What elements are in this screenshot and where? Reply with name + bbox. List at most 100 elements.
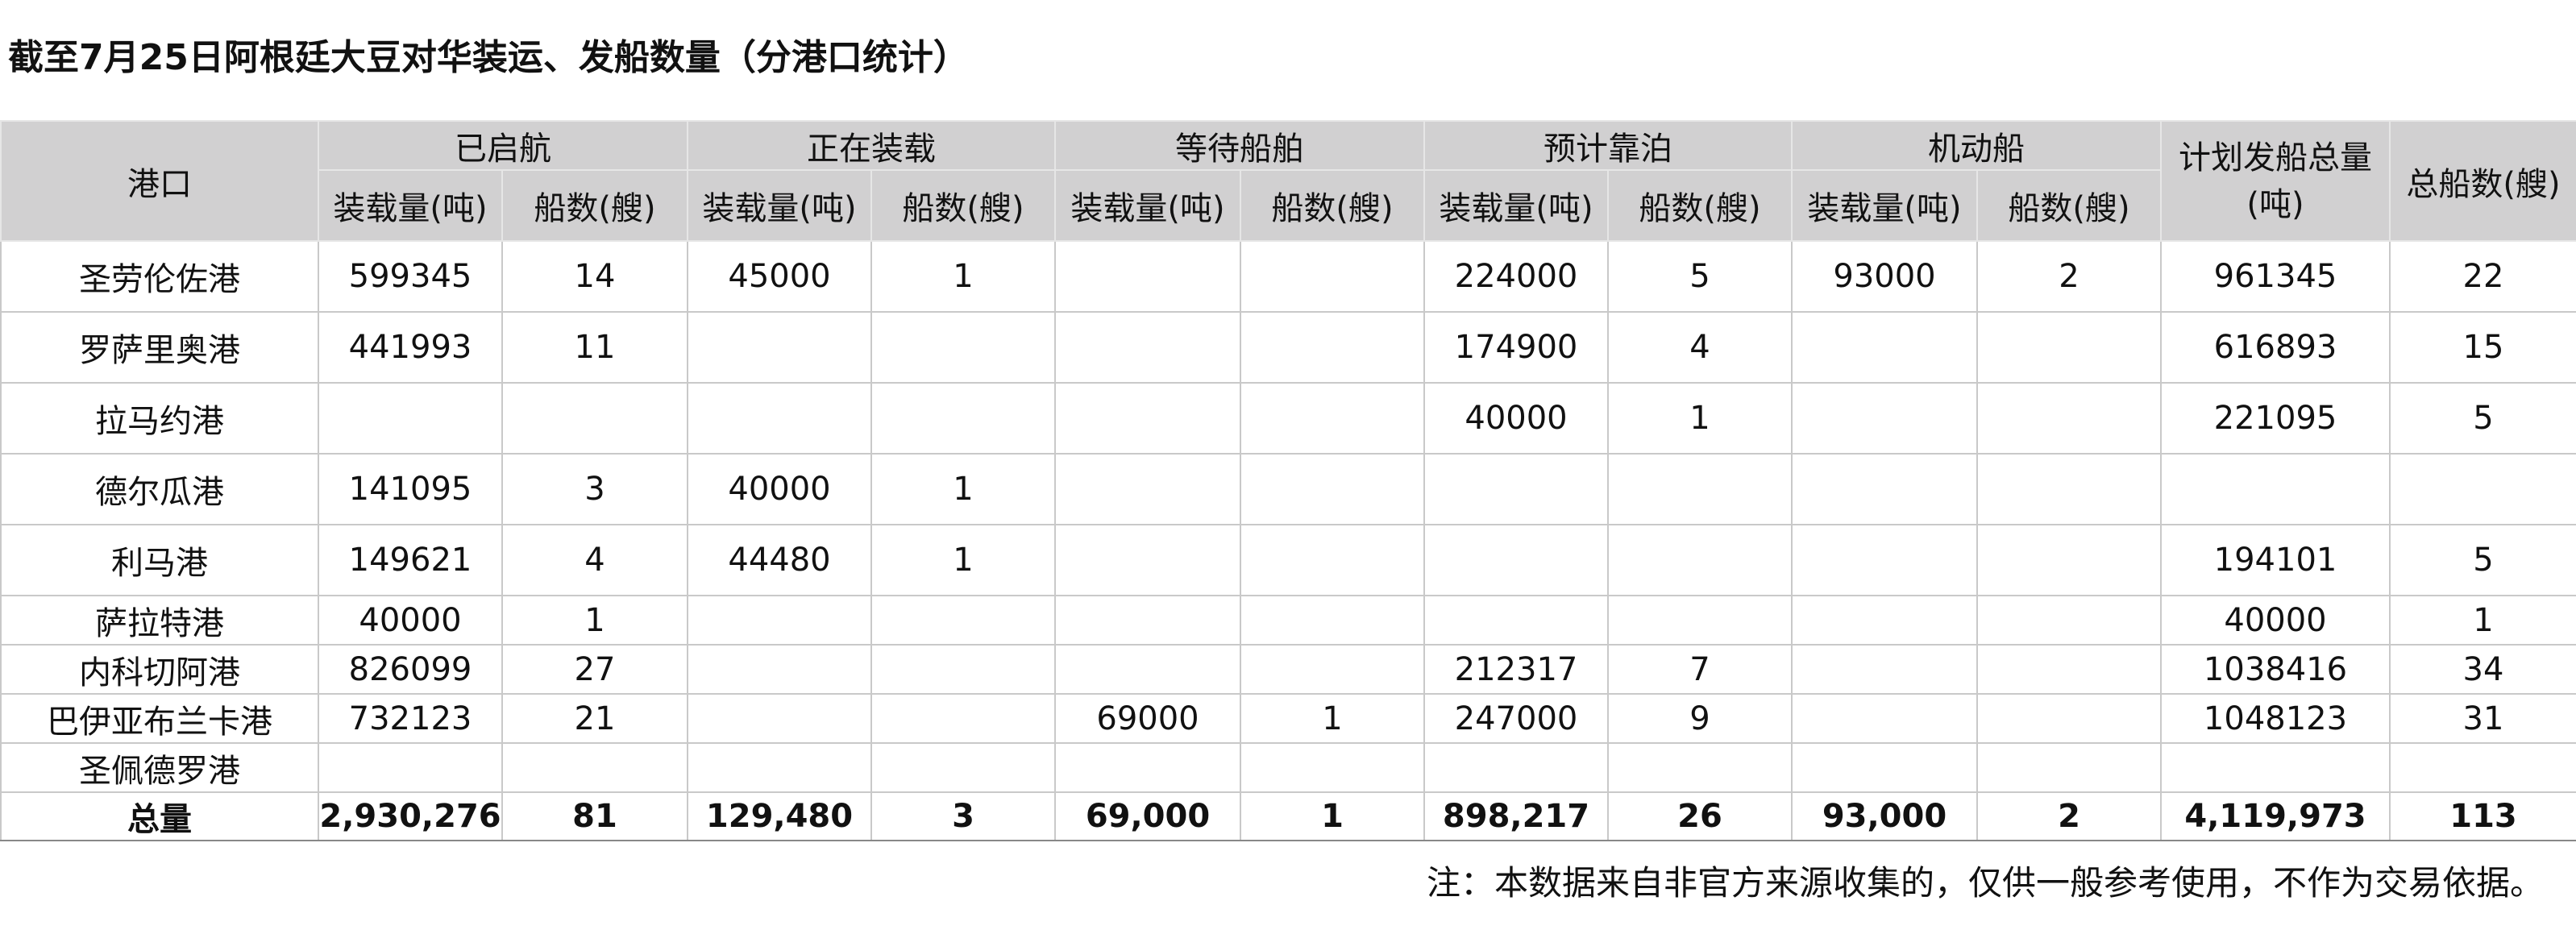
- table-cell: [1976, 644, 2162, 695]
- table-cell: [1054, 453, 1241, 525]
- table-cell: [1240, 311, 1425, 384]
- header-port: 港口: [0, 120, 319, 242]
- shipment-table: 港口 已启航 正在装载 等待船舶 预计靠泊 机动船 计划发船总量(吨) 总船数(…: [0, 120, 2576, 841]
- table-cell: 221095: [2160, 382, 2391, 455]
- header-ships: 船数(艘): [501, 169, 688, 242]
- table-cell: 1: [870, 524, 1056, 596]
- total-cell: 81: [501, 791, 688, 841]
- table-cell: [1791, 595, 1978, 646]
- total-cell: 2: [1976, 791, 2162, 841]
- table-cell: [1054, 524, 1241, 596]
- table-cell: [687, 382, 872, 455]
- total-cell: 898,217: [1423, 791, 1609, 841]
- table-cell: 194101: [2160, 524, 2391, 596]
- table-row: 圣佩德罗港: [0, 742, 2576, 793]
- table-cell: 14: [501, 240, 688, 313]
- table-cell: [1607, 742, 1793, 793]
- table-cell: 732123: [318, 693, 503, 744]
- total-row: 总量 2,930,276 81 129,480 3 69,000 1 898,217 26 93,…: [0, 791, 2576, 841]
- table-cell: [870, 311, 1056, 384]
- table-cell: 1: [1607, 382, 1793, 455]
- header-group: 机动船: [1791, 120, 2162, 171]
- table-cell: 5: [2389, 382, 2576, 455]
- table-cell: 826099: [318, 644, 503, 695]
- table-cell: [870, 382, 1056, 455]
- header-ships: 船数(艘): [870, 169, 1056, 242]
- total-cell: 4,119,973: [2160, 791, 2391, 841]
- table-cell: [1240, 240, 1425, 313]
- table-cell: [2160, 742, 2391, 793]
- table-cell: 34: [2389, 644, 2576, 695]
- table-cell: [1054, 382, 1241, 455]
- table-cell: [870, 693, 1056, 744]
- header-load: 装载量(吨): [1423, 169, 1609, 242]
- table-cell: [1791, 311, 1978, 384]
- port-name: 德尔瓜港: [0, 453, 319, 525]
- table-cell: [501, 742, 688, 793]
- table-cell: 15: [2389, 311, 2576, 384]
- table-cell: [687, 742, 872, 793]
- table-cell: [318, 382, 503, 455]
- table-cell: 45000: [687, 240, 872, 313]
- total-cell: 1: [1240, 791, 1425, 841]
- table-cell: 1: [501, 595, 688, 646]
- table-cell: [687, 693, 872, 744]
- table-cell: [1976, 693, 2162, 744]
- table-cell: 22: [2389, 240, 2576, 313]
- table-cell: [1791, 742, 1978, 793]
- table-cell: [1423, 742, 1609, 793]
- table-cell: [687, 644, 872, 695]
- table-cell: 149621: [318, 524, 503, 596]
- table-cell: [1607, 524, 1793, 596]
- table-cell: 599345: [318, 240, 503, 313]
- port-name: 拉马约港: [0, 382, 319, 455]
- table-cell: [2389, 453, 2576, 525]
- table-cell: 7: [1607, 644, 1793, 695]
- header-load: 装载量(吨): [318, 169, 503, 242]
- header-planned-total: 计划发船总量(吨): [2160, 120, 2391, 242]
- table-cell: [1423, 595, 1609, 646]
- table-row: 利马港 149621 4 44480 1 194101 5: [0, 524, 2576, 596]
- table-cell: [1054, 240, 1241, 313]
- table-cell: [1976, 595, 2162, 646]
- table-cell: 11: [501, 311, 688, 384]
- table-row: 萨拉特港 40000 1 40000 1: [0, 595, 2576, 646]
- table-cell: [1607, 453, 1793, 525]
- port-name: 萨拉特港: [0, 595, 319, 646]
- table-cell: [1054, 311, 1241, 384]
- table-cell: [1791, 644, 1978, 695]
- table-cell: [687, 595, 872, 646]
- header-ships: 船数(艘): [1976, 169, 2162, 242]
- port-name: 内科切阿港: [0, 644, 319, 695]
- table-cell: 4: [1607, 311, 1793, 384]
- table-cell: 1: [870, 453, 1056, 525]
- header-group: 预计靠泊: [1423, 120, 1793, 171]
- port-name: 圣佩德罗港: [0, 742, 319, 793]
- table-cell: [1976, 524, 2162, 596]
- table-cell: [1054, 595, 1241, 646]
- table-cell: [1240, 644, 1425, 695]
- page-title: 截至7月25日阿根廷大豆对华装运、发船数量（分港口统计）: [8, 37, 969, 78]
- header-load: 装载量(吨): [687, 169, 872, 242]
- table-cell: [1976, 453, 2162, 525]
- table-cell: [1791, 382, 1978, 455]
- table-cell: [1054, 742, 1241, 793]
- port-name: 巴伊亚布兰卡港: [0, 693, 319, 744]
- port-name: 圣劳伦佐港: [0, 240, 319, 313]
- table-cell: [1054, 644, 1241, 695]
- table-cell: [870, 595, 1056, 646]
- total-cell: 2,930,276: [318, 791, 503, 841]
- table-cell: [1976, 311, 2162, 384]
- table-cell: [1240, 595, 1425, 646]
- table-cell: 441993: [318, 311, 503, 384]
- header-load: 装载量(吨): [1054, 169, 1241, 242]
- header-group: 已启航: [318, 120, 688, 171]
- total-cell: 3: [870, 791, 1056, 841]
- header-total-ships: 总船数(艘): [2389, 120, 2576, 242]
- table-row: 巴伊亚布兰卡港 732123 21 69000 1 247000 9 1048123 31: [0, 693, 2576, 744]
- total-cell: 113: [2389, 791, 2576, 841]
- table-cell: [1791, 693, 1978, 744]
- table-cell: 616893: [2160, 311, 2391, 384]
- table-cell: 1038416: [2160, 644, 2391, 695]
- table-cell: 224000: [1423, 240, 1609, 313]
